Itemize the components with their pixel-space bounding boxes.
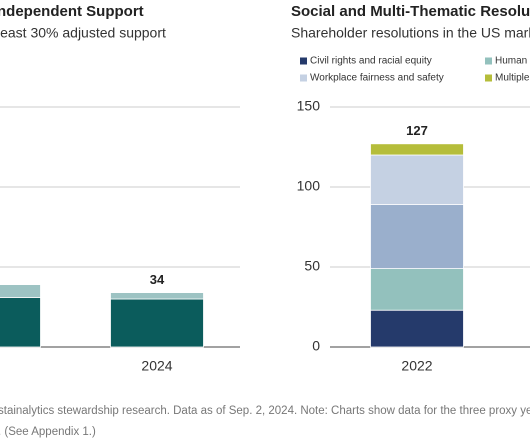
bar-segment <box>370 143 464 156</box>
bar-segment <box>370 154 464 205</box>
y-tick-label: 100 <box>297 178 321 194</box>
x-tick-label: 2024 <box>141 358 172 374</box>
y-tick-label: 50 <box>304 258 320 274</box>
bar-segment <box>370 309 464 348</box>
bar-segment <box>0 284 41 298</box>
legend-label: Human ri <box>495 56 530 67</box>
legend-swatch <box>300 74 307 82</box>
y-tick-label: 0 <box>312 338 320 354</box>
legend-label: Workplace fairness and safety <box>310 73 444 84</box>
bar-segment <box>0 296 41 348</box>
legend-swatch <box>485 74 492 82</box>
x-tick-label: 2022 <box>401 358 432 374</box>
bar-segment <box>370 268 464 311</box>
chart-title: Social and Multi-Thematic Resolutio <box>291 3 530 20</box>
chart-subtitle: Shareholder resolutions in the US mark <box>291 25 530 41</box>
bar-segment <box>110 292 204 300</box>
bar-segment <box>110 298 204 348</box>
bar-segment <box>370 204 464 270</box>
footnote: . (See Appendix 1.) <box>0 426 96 438</box>
total-label: 127 <box>406 123 428 138</box>
legend-label: Multiple t <box>495 73 530 84</box>
legend-swatch <box>485 57 492 65</box>
footnote: stainalytics stewardship research. Data … <box>0 405 530 417</box>
chart-title: ndependent Support <box>0 3 144 20</box>
y-tick-label: 150 <box>297 98 321 114</box>
chart-subtitle: least 30% adjusted support <box>0 25 166 41</box>
legend-label: Civil rights and racial equity <box>310 56 432 67</box>
total-label: 34 <box>150 272 165 287</box>
legend-swatch <box>300 57 307 65</box>
